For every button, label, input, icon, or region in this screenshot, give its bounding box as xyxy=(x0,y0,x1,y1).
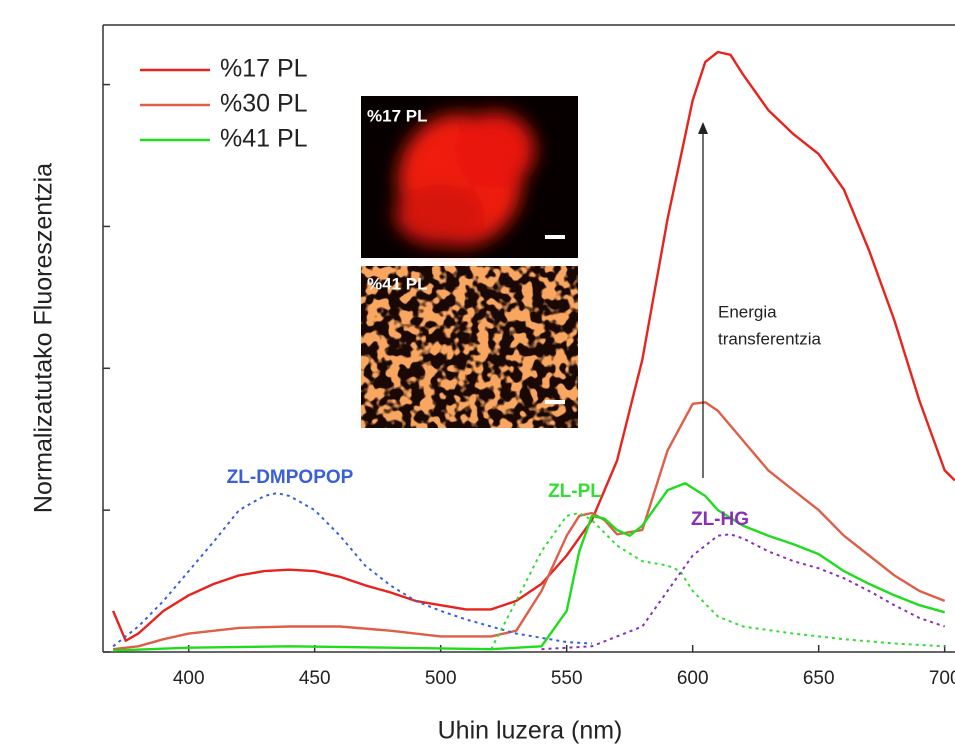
inset-texture xyxy=(361,266,578,428)
x-tick-label: 600 xyxy=(677,668,709,689)
legend-label: %30 PL xyxy=(220,90,308,118)
inset-label: %41 PL xyxy=(367,274,427,293)
x-axis-title: Uhin luzera (nm) xyxy=(438,717,623,745)
inset-label: %17 PL xyxy=(367,106,427,125)
axes xyxy=(102,24,955,653)
legend-label: %17 PL xyxy=(220,55,308,83)
inset-blob xyxy=(395,112,535,246)
insets: %17 PL %41 PL xyxy=(361,96,578,428)
x-tick-label: 400 xyxy=(173,668,205,689)
x-tick-label: 550 xyxy=(551,668,583,689)
scale-bar xyxy=(545,235,565,239)
y-axis-title: Normalizatutako Fluoreszentzia xyxy=(30,163,58,513)
series-label: ZL-PL xyxy=(548,481,602,502)
x-tick-label: 700 xyxy=(929,668,955,689)
series-label: ZL-DMPOPOP xyxy=(227,467,354,488)
arrow-head xyxy=(698,122,708,134)
series-line xyxy=(112,401,946,651)
x-tick-label: 450 xyxy=(299,668,331,689)
series-line xyxy=(541,533,946,651)
x-tick-label: 500 xyxy=(425,668,457,689)
series-line xyxy=(112,492,592,648)
x-tick-label: 650 xyxy=(803,668,835,689)
annotation: Energia xyxy=(718,302,777,321)
series-line xyxy=(113,482,946,652)
legend-label: %41 PL xyxy=(220,125,308,153)
annotation: transferentzia xyxy=(718,329,822,348)
series-line xyxy=(490,512,945,650)
series-line xyxy=(111,50,955,642)
series-label: ZL-HG xyxy=(691,509,749,530)
scale-bar xyxy=(545,400,565,404)
